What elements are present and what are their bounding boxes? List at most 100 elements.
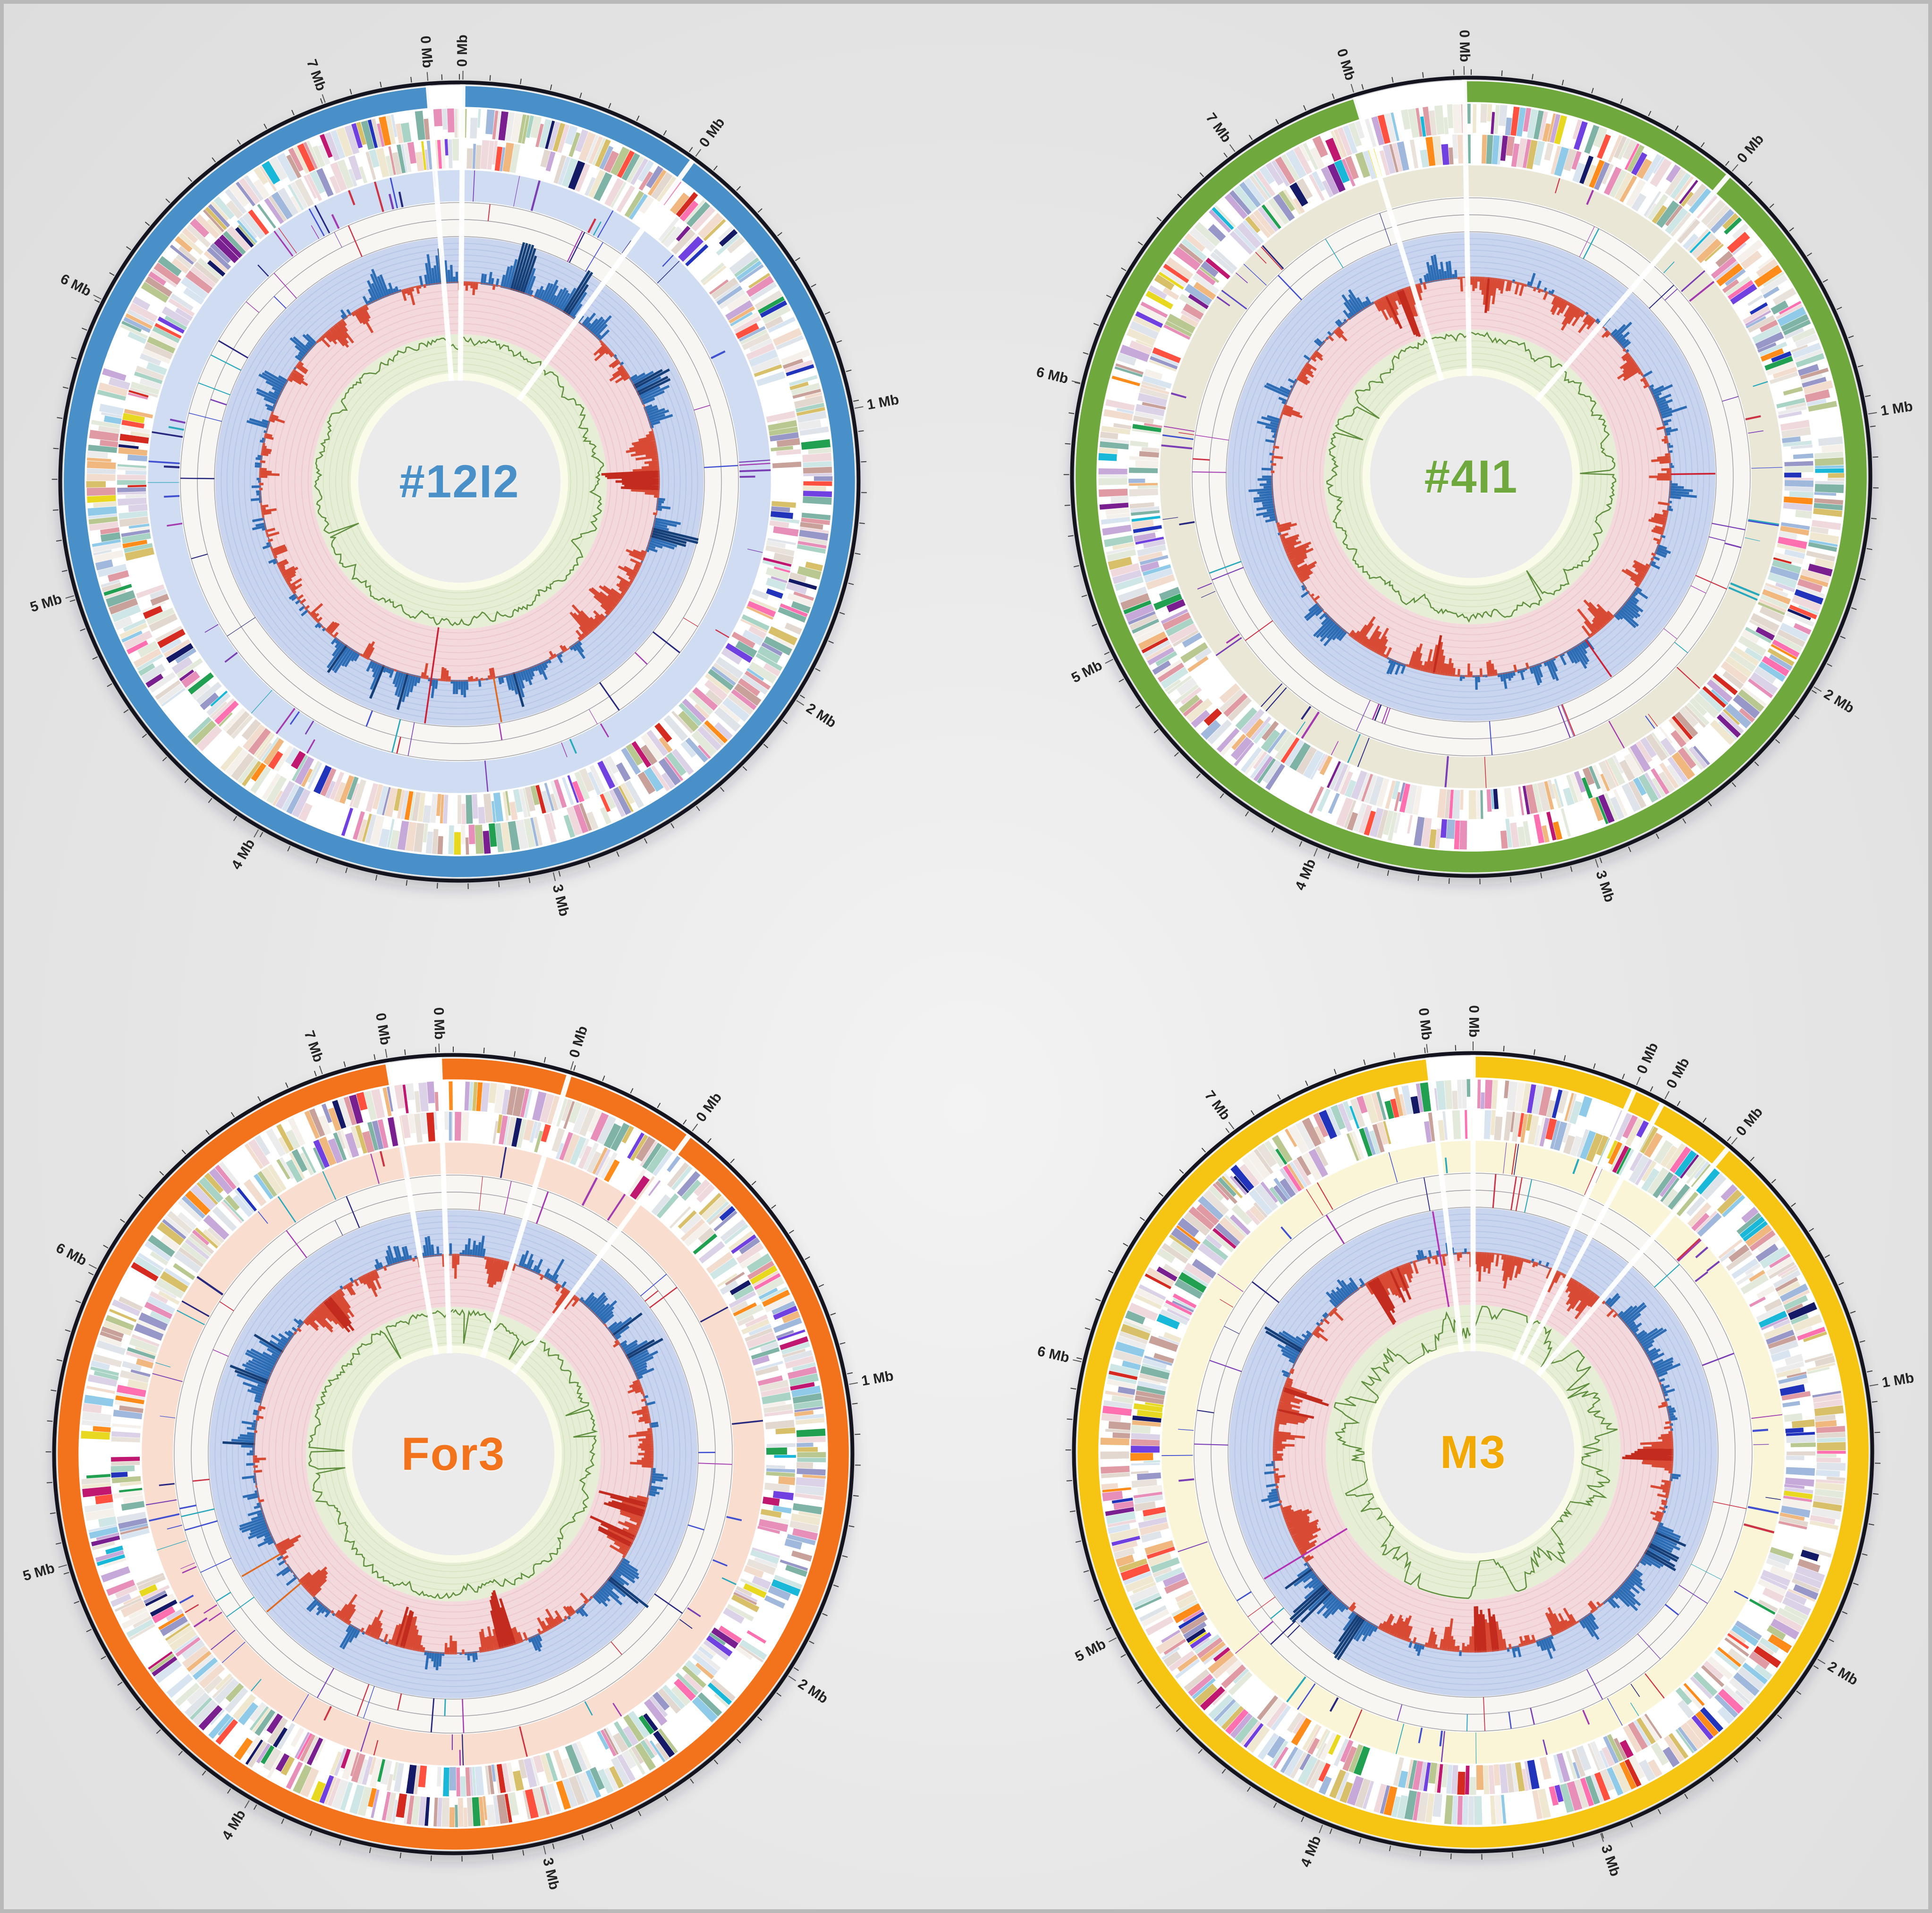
gene-bar-outer	[1249, 175, 1270, 201]
gene-bar-outer	[104, 589, 126, 599]
gene-bar-inner	[263, 1712, 278, 1732]
gene-bar-inner	[175, 307, 193, 322]
gene-bar-inner	[261, 1167, 283, 1195]
gene-bar-inner	[1284, 739, 1305, 767]
gene-bar-outer	[1229, 1176, 1247, 1195]
gene-bar-inner	[544, 782, 555, 811]
gene-bar-outer	[1384, 1100, 1395, 1119]
gene-bar-inner	[744, 1565, 764, 1578]
gene-bar-inner	[307, 761, 320, 783]
gene-bar-outer	[568, 132, 581, 157]
gene-bar-inner	[1757, 342, 1777, 353]
gene-bar-outer	[1214, 205, 1236, 228]
gene-bar-inner	[1142, 1358, 1167, 1369]
replicon-boundary-spoke	[385, 1060, 440, 1355]
gene-bar-outer	[349, 1784, 365, 1814]
gene-bar-outer	[784, 360, 813, 373]
gene-bar-outer	[1161, 1646, 1180, 1660]
gene-bar-inner	[351, 1753, 366, 1783]
gene-bar-outer	[775, 335, 804, 350]
gene-bar-outer	[158, 256, 182, 277]
white-ring-mark	[1192, 471, 1227, 473]
gene-bar-inner	[256, 733, 275, 759]
gene-bar-outer	[1157, 662, 1185, 683]
tint-ring-mark	[273, 230, 294, 257]
tint-ring-mark	[1297, 1683, 1316, 1710]
gene-bar-inner	[238, 1702, 259, 1726]
gene-bar-inner	[1359, 1128, 1373, 1157]
gene-bar-inner	[1165, 321, 1193, 338]
gene-bar-outer	[1766, 1625, 1786, 1641]
gene-bar-outer	[1141, 1609, 1169, 1627]
gene-bar-outer	[262, 161, 280, 185]
gene-bar-outer	[1567, 1781, 1583, 1811]
gene-bar-outer	[1420, 1082, 1432, 1112]
gene-bar-outer	[1216, 728, 1240, 753]
gene-bar-outer	[185, 1190, 211, 1216]
gene-bar-outer	[741, 674, 768, 695]
white-ring-mark	[1252, 1281, 1280, 1304]
gene-bar-outer	[1670, 172, 1691, 199]
tick-label: 1 Mb	[860, 1368, 895, 1389]
gene-bar-outer	[1814, 457, 1844, 466]
gene-bar-inner	[1627, 1722, 1648, 1750]
white-ring-mark	[568, 232, 585, 263]
gene-bar-outer	[87, 451, 108, 459]
gene-bar-outer	[792, 1393, 822, 1404]
gene-bar-inner	[122, 413, 145, 423]
gene-bar-inner	[1689, 231, 1711, 254]
tick-leader	[796, 700, 805, 706]
gene-bar-inner	[461, 1112, 469, 1141]
gene-bar-inner	[768, 420, 797, 431]
replicon-boundary-spoke	[480, 1072, 573, 1359]
white-ring-mark	[188, 413, 222, 422]
gene-bar-outer	[190, 218, 210, 238]
gene-bar-outer	[1271, 160, 1290, 187]
gene-bar-outer	[1257, 1143, 1277, 1168]
gene-bar-outer	[1167, 675, 1192, 695]
gene-bar-outer	[1674, 176, 1694, 201]
gene-bar-outer	[149, 1653, 175, 1673]
gene-bar-inner	[1783, 386, 1803, 396]
gene-bar-inner	[754, 1557, 778, 1568]
gene-bar-inner	[165, 1623, 191, 1641]
gene-bar-outer	[1723, 1684, 1748, 1709]
gene-bar-outer	[91, 420, 120, 429]
gene-bar-outer	[1597, 134, 1611, 159]
gene-bar-inner	[1274, 730, 1291, 752]
gene-bar-outer	[789, 1373, 819, 1387]
gene-bar-inner	[143, 1590, 167, 1604]
gene-bar-inner	[534, 1122, 542, 1139]
circos-plot-4I1: 0 Mb0 Mb0 Mb1 Mb2 Mb3 Mb4 Mb5 Mb6 Mb7 Mb	[1035, 30, 1914, 904]
gene-bar-outer	[754, 1273, 781, 1290]
gene-bar-outer	[246, 1736, 262, 1755]
gene-bar-outer	[1169, 1240, 1193, 1260]
gene-bar-inner	[1780, 420, 1810, 431]
gene-bar-inner	[1153, 593, 1183, 610]
gene-bar-inner	[597, 1156, 611, 1178]
gene-bar-inner	[1165, 618, 1194, 637]
gene-bar-inner	[702, 265, 727, 286]
tint-ring-mark	[1179, 521, 1195, 525]
gene-bar-inner	[1235, 707, 1257, 730]
gene-bar-inner	[303, 175, 317, 199]
gene-bar-outer	[331, 1779, 349, 1809]
gene-bar-inner	[1287, 1712, 1304, 1733]
gene-bar-inner	[173, 1250, 202, 1273]
tint-ring-mark	[1572, 1159, 1580, 1174]
tint-ring-mark	[250, 1679, 262, 1692]
gene-bar-outer	[597, 1769, 614, 1794]
gene-bar-inner	[1604, 759, 1619, 787]
tint-ring-mark	[167, 1524, 183, 1530]
gc-band-inner	[254, 1254, 653, 1654]
gene-bar-outer	[1246, 1725, 1270, 1753]
gene-bar-inner	[1233, 228, 1256, 252]
white-ring-mark	[210, 398, 227, 406]
gene-bar-inner	[1296, 178, 1313, 200]
white-ring-mark	[365, 710, 373, 727]
tint-ring-mark	[1162, 517, 1178, 520]
tint-ring-mark	[1555, 178, 1560, 194]
gene-bar-outer	[763, 636, 792, 656]
gene-bar-outer	[1133, 315, 1161, 333]
white-ring-mark	[200, 1557, 232, 1573]
